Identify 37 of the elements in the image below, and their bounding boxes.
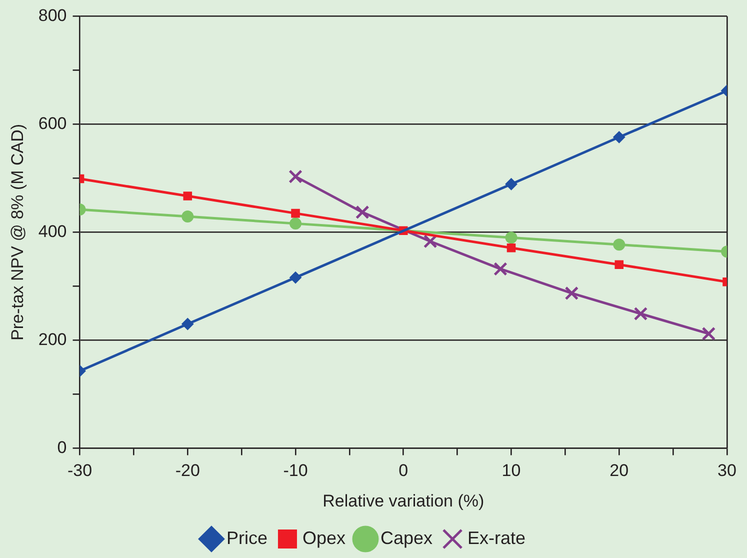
point bbox=[634, 306, 648, 321]
point bbox=[494, 262, 508, 276]
point bbox=[423, 234, 438, 248]
point bbox=[182, 210, 194, 223]
x-tick-label: -10 bbox=[283, 461, 308, 480]
x-tick-label: -20 bbox=[175, 461, 200, 480]
point bbox=[702, 326, 716, 341]
point bbox=[290, 272, 302, 284]
y-tick-label: 400 bbox=[38, 222, 67, 241]
point bbox=[613, 238, 626, 251]
point bbox=[506, 243, 516, 252]
point bbox=[183, 192, 192, 200]
point bbox=[291, 208, 300, 218]
x-tick-label: 0 bbox=[398, 461, 408, 480]
y-tick-label: 0 bbox=[57, 438, 67, 457]
point bbox=[564, 286, 579, 300]
legend-label: Ex-rate bbox=[468, 528, 526, 548]
y-axis-title: Pre-tax NPV @ 8% (M CAD) bbox=[8, 124, 27, 340]
y-tick-label: 600 bbox=[38, 114, 67, 133]
x-tick-label: 10 bbox=[502, 461, 521, 480]
y-tick-label: 800 bbox=[38, 6, 67, 25]
y-tick-label: 200 bbox=[38, 330, 67, 349]
x-tick-label: 20 bbox=[610, 461, 629, 480]
point bbox=[505, 178, 518, 190]
point bbox=[182, 318, 194, 330]
legend-label: Capex bbox=[380, 528, 433, 548]
point bbox=[355, 205, 370, 220]
point bbox=[614, 260, 624, 269]
point bbox=[290, 218, 302, 230]
point bbox=[288, 170, 302, 184]
legend-label: Opex bbox=[302, 528, 346, 548]
point bbox=[505, 232, 518, 244]
legend-label: Price bbox=[226, 528, 268, 548]
x-tick-label: -30 bbox=[67, 461, 92, 480]
x-tick-label: 30 bbox=[718, 461, 736, 480]
point bbox=[613, 131, 626, 144]
x-axis-title: Relative variation (%) bbox=[322, 491, 484, 510]
